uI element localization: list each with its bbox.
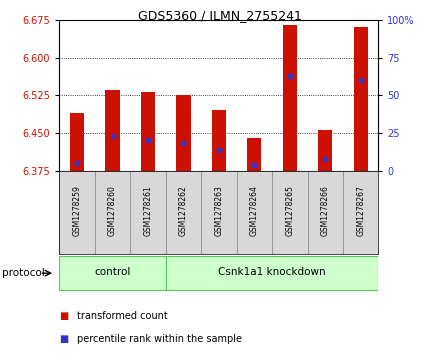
Bar: [343, 171, 378, 254]
Bar: [176, 95, 191, 171]
Bar: [282, 25, 297, 171]
Bar: [212, 110, 226, 171]
Text: GDS5360 / ILMN_2755241: GDS5360 / ILMN_2755241: [138, 9, 302, 22]
Text: GSM1278259: GSM1278259: [73, 185, 82, 236]
Bar: [130, 171, 166, 254]
Bar: [201, 171, 237, 254]
Bar: [354, 28, 368, 171]
Bar: [95, 171, 130, 254]
Bar: [141, 92, 155, 171]
Bar: [318, 130, 332, 171]
Bar: [166, 171, 201, 254]
Bar: [247, 138, 261, 171]
Text: GSM1278260: GSM1278260: [108, 185, 117, 236]
Bar: [70, 113, 84, 171]
Bar: [166, 256, 378, 290]
Text: protocol: protocol: [2, 268, 45, 278]
Text: GSM1278266: GSM1278266: [321, 185, 330, 236]
Bar: [237, 171, 272, 254]
Text: GSM1278267: GSM1278267: [356, 185, 365, 236]
Text: GSM1278263: GSM1278263: [214, 185, 224, 236]
Text: percentile rank within the sample: percentile rank within the sample: [77, 334, 242, 344]
Text: ■: ■: [59, 334, 69, 344]
Bar: [59, 256, 166, 290]
Text: transformed count: transformed count: [77, 311, 168, 321]
Bar: [59, 171, 95, 254]
Text: GSM1278264: GSM1278264: [250, 185, 259, 236]
Bar: [308, 171, 343, 254]
Bar: [106, 90, 120, 171]
Text: GSM1278261: GSM1278261: [143, 185, 153, 236]
Text: ■: ■: [59, 311, 69, 321]
Text: control: control: [94, 268, 131, 277]
Bar: [272, 171, 308, 254]
Text: Csnk1a1 knockdown: Csnk1a1 knockdown: [218, 268, 326, 277]
Text: GSM1278262: GSM1278262: [179, 185, 188, 236]
Text: GSM1278265: GSM1278265: [285, 185, 294, 236]
